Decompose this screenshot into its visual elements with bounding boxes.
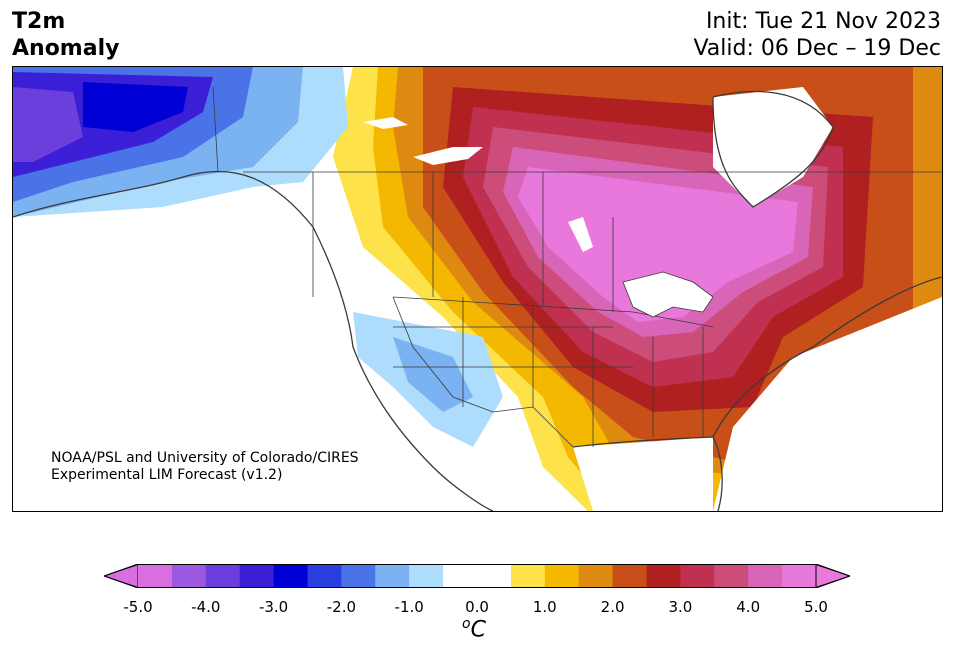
field-label: Anomaly (12, 36, 120, 61)
colorbar-tick-label: -5.0 (123, 598, 153, 616)
colorbar-tick-label: 2.0 (600, 598, 625, 616)
colorbar-swatch (477, 564, 512, 588)
colorbar-tick-label: 4.0 (736, 598, 761, 616)
colorbar-swatch (510, 564, 546, 588)
colorbar-swatch (578, 564, 614, 588)
colorbar-tick-label: -1.0 (394, 598, 424, 616)
colorbar-tick-label: 0.0 (465, 598, 489, 616)
lake-winnipeg (568, 217, 593, 252)
colorbar-swatch (307, 564, 342, 588)
colorbar-extend-low (104, 564, 139, 588)
colorbar-swatch (612, 564, 647, 588)
great-bear-lake (363, 117, 408, 129)
anomaly-band-max (518, 167, 798, 322)
great-lakes (622, 271, 714, 318)
colorbar-tick-label: -3.0 (258, 598, 289, 616)
forecast-dates: Init: Tue 21 Nov 2023 Valid: 06 Dec – 19… (693, 8, 941, 62)
colorbar-tick-label: 5.0 (804, 598, 828, 616)
colorbar-outline (104, 564, 850, 588)
colorbar-swatch (782, 564, 817, 588)
colorbar-tick-label: 3.0 (668, 598, 693, 616)
unit-superscript: o (462, 616, 471, 632)
colorbar-tick-label: -4.0 (191, 598, 221, 616)
colorbar-swatch (273, 564, 308, 588)
colorbar-swatch (409, 564, 444, 588)
init-date: Init: Tue 21 Nov 2023 (705, 9, 941, 34)
colorbar-tick-label: 1.0 (532, 598, 557, 616)
colorbar-extend-high (815, 564, 850, 588)
anomaly-band-neg4c (13, 87, 83, 162)
colorbar-swatch (680, 564, 715, 588)
atlantic-ocean (713, 297, 942, 511)
map-canvas (13, 67, 942, 511)
anomaly-map: NOAA/PSL and University of Colorado/CIRE… (12, 66, 943, 512)
unit-base: C (470, 617, 486, 643)
colorbar-swatch (544, 564, 580, 588)
coastlines (13, 90, 942, 511)
pacific-ocean (13, 187, 433, 511)
colorbar-swatch (171, 564, 207, 588)
great-slave-lake (413, 147, 483, 165)
credit-line-2: Experimental LIM Forecast (v1.2) (51, 467, 283, 483)
data-credit: NOAA/PSL and University of Colorado/CIRE… (51, 450, 359, 484)
colorbar-tick-label: -2.0 (326, 598, 357, 616)
colorbar-swatch (714, 564, 749, 588)
colorbar (104, 564, 850, 588)
colorbar-swatch (375, 564, 410, 588)
variable-label: T2m (12, 9, 66, 34)
colorbar-swatch (205, 564, 241, 588)
colorbar-unit: oC (462, 616, 486, 642)
colorbar-swatch (646, 564, 681, 588)
hudson-bay (713, 87, 833, 207)
colorbar-swatch (443, 564, 478, 588)
anomaly-band-neg3-5c (83, 82, 188, 132)
southwest-cold-core (393, 337, 473, 412)
map-title: T2m Anomaly (12, 8, 119, 62)
colorbar-swatch (341, 564, 376, 588)
colorbar-swatch (138, 564, 173, 588)
colorbar-swatch (239, 564, 275, 588)
credit-line-1: NOAA/PSL and University of Colorado/CIRE… (51, 450, 359, 466)
political-borders (212, 86, 942, 448)
valid-range: Valid: 06 Dec – 19 Dec (693, 36, 941, 61)
colorbar-swatch (748, 564, 783, 588)
gulf-of-mexico (573, 437, 713, 511)
